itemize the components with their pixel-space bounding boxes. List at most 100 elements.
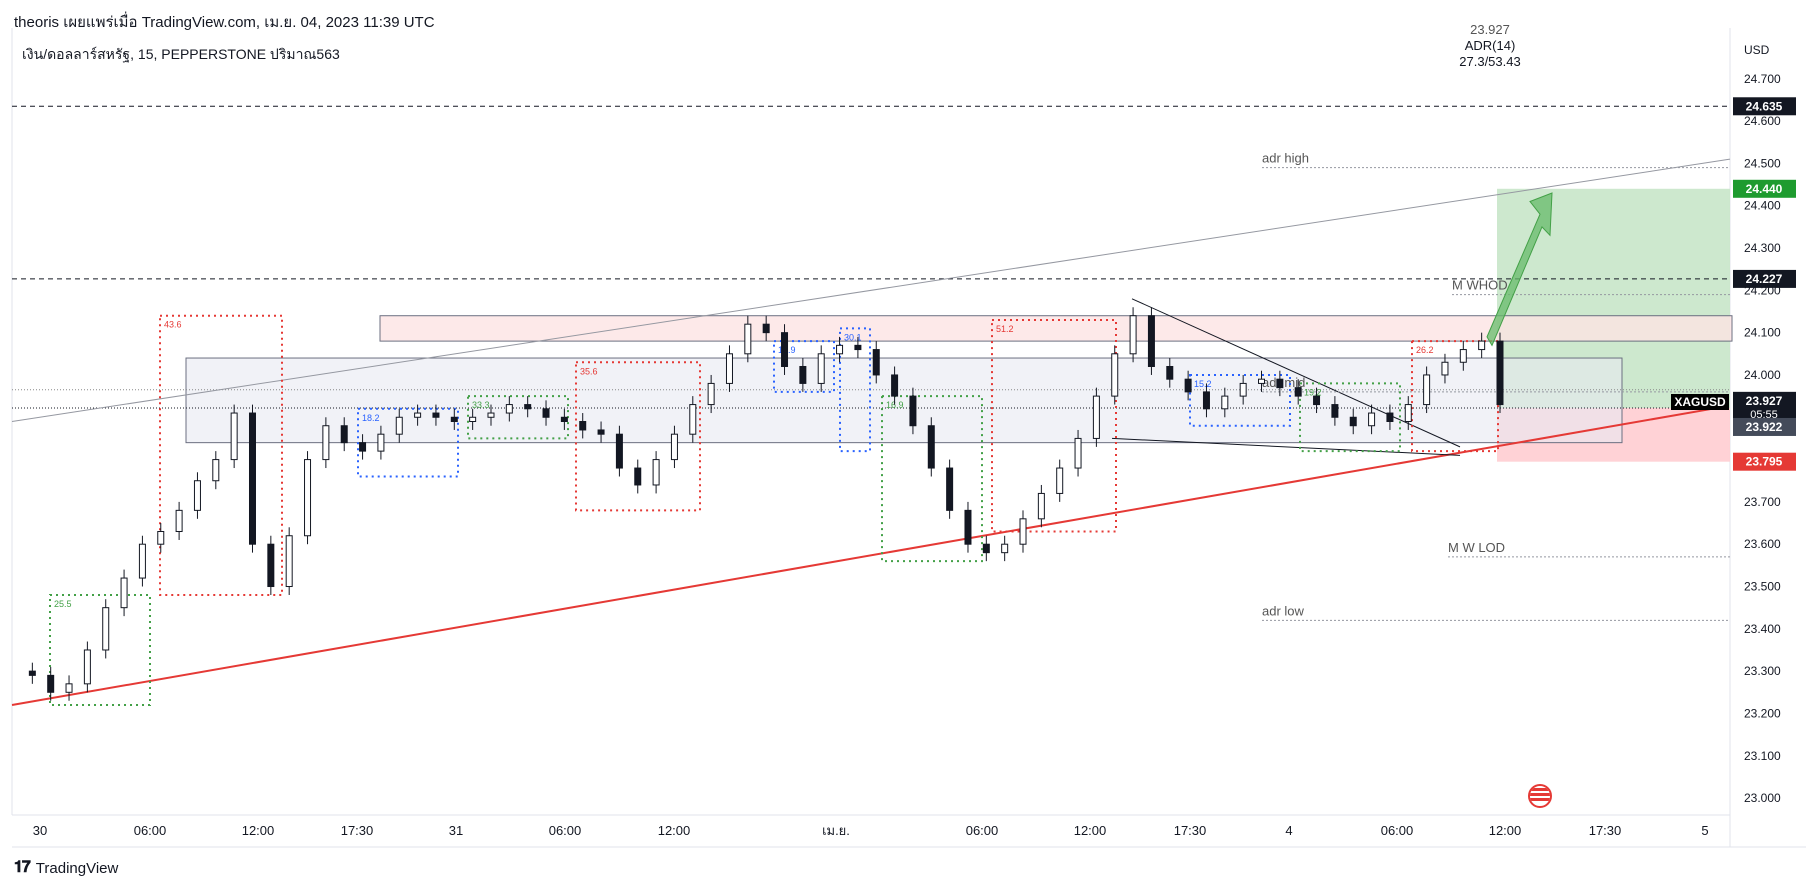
price-label-text: 24.227 — [1746, 272, 1783, 286]
session-box-label: 30.1 — [844, 332, 862, 342]
session-box-label: 35.6 — [580, 366, 598, 376]
y-tick-label: 24.700 — [1744, 72, 1781, 86]
symbol-info[interactable]: เงิน/ดอลลาร์สหรัฐ, 15, PEPPERSTONE ปริมา… — [22, 46, 340, 62]
candle-body — [1221, 395, 1229, 410]
candle-body — [359, 442, 367, 452]
x-tick-label: 06:00 — [966, 823, 999, 838]
x-tick-label: 12:00 — [658, 823, 691, 838]
candle-body — [982, 543, 990, 554]
candle-body — [230, 412, 238, 461]
candle-body — [1166, 365, 1174, 380]
range-box — [185, 357, 1623, 444]
y-tick-label: 23.500 — [1744, 580, 1781, 594]
candle-body — [762, 323, 770, 334]
candle-body — [212, 459, 220, 482]
candle-body — [817, 353, 825, 384]
candle-body — [65, 683, 73, 693]
session-box-label: 15.2 — [1194, 379, 1212, 389]
candle-body — [1276, 378, 1284, 389]
y-tick-label: 23.000 — [1744, 791, 1781, 805]
y-tick-label: 23.600 — [1744, 537, 1781, 551]
x-tick-label: 12:00 — [242, 823, 275, 838]
candle-body — [1147, 315, 1155, 367]
candle-body — [799, 365, 807, 384]
level-annotation: adr mid — [1262, 375, 1305, 390]
footer-brand[interactable]: 𝟏𝟕 TradingView — [14, 859, 118, 877]
candle-body — [652, 459, 660, 486]
candle-body — [175, 509, 183, 533]
candle-body — [927, 425, 935, 469]
session-box — [575, 361, 701, 512]
candle-body — [322, 425, 330, 461]
session-box — [991, 318, 1117, 533]
x-tick-label: 12:00 — [1074, 823, 1107, 838]
candle-body — [1111, 353, 1119, 397]
y-tick-label: 23.400 — [1744, 622, 1781, 636]
candle-body — [487, 412, 495, 418]
x-tick-label: 17:30 — [1589, 823, 1622, 838]
candle-body — [505, 404, 513, 414]
y-tick-label: 24.100 — [1744, 326, 1781, 340]
price-label-box — [1733, 269, 1796, 288]
candle-body — [634, 467, 642, 486]
candle-body — [432, 412, 440, 418]
candle-body — [836, 344, 844, 355]
candle-body — [469, 416, 477, 423]
wedge-bottom-line — [1111, 437, 1461, 456]
candle-body — [120, 577, 128, 609]
price-label-text: 23.795 — [1746, 455, 1783, 469]
session-box-label: 33.3 — [472, 400, 490, 410]
candle-body — [689, 404, 697, 435]
candle-body — [1386, 412, 1394, 422]
session-box-label: 43.6 — [164, 320, 182, 330]
candle-body — [28, 670, 36, 676]
session-box — [357, 407, 459, 478]
price-label-box — [1733, 417, 1796, 436]
adr-value: 27.3/53.43 — [1459, 54, 1521, 69]
candle-body — [1001, 543, 1009, 554]
candle-body — [1037, 492, 1045, 520]
candle-body — [964, 509, 972, 545]
candle-body — [891, 374, 899, 397]
session-box — [1411, 340, 1499, 453]
session-box-label: 51.2 — [996, 324, 1014, 334]
candle-body — [267, 543, 275, 588]
support-trendline — [11, 407, 1713, 706]
candle-body — [1074, 437, 1082, 469]
y-tick-label: 23.300 — [1744, 664, 1781, 678]
candle-body — [744, 323, 752, 355]
x-tick-label: 17:30 — [1174, 823, 1207, 838]
candle-body — [1459, 349, 1467, 363]
upper-channel-line — [11, 158, 1731, 422]
y-tick-label: 24.000 — [1744, 368, 1781, 382]
candle-body — [725, 353, 733, 384]
candle-body — [597, 429, 605, 435]
brand-name: TradingView — [35, 859, 119, 877]
x-tick-label: 31 — [449, 823, 463, 838]
x-tick-label: 17:30 — [341, 823, 374, 838]
target-arrow-icon — [1486, 192, 1553, 347]
publish-info: theoris เผยแพร่เมื่อ TradingView.com, เม… — [14, 14, 435, 31]
x-tick-label: 12:00 — [1489, 823, 1522, 838]
candle-body — [304, 459, 312, 537]
session-box-label: 16.9 — [886, 400, 904, 410]
candle-body — [1349, 416, 1357, 427]
candle-body — [579, 421, 587, 431]
x-tick-label: 06:00 — [134, 823, 167, 838]
us-flag-icon[interactable] — [1528, 784, 1552, 808]
candle-body — [1019, 518, 1027, 545]
candle-body — [1184, 378, 1192, 393]
y-tick-label: 23.200 — [1744, 706, 1781, 720]
candle-body — [1368, 412, 1376, 427]
level-annotation: adr high — [1262, 151, 1309, 166]
level-annotation: M WHOD — [1452, 278, 1508, 293]
candle-body — [1056, 467, 1064, 494]
candle-body — [1313, 395, 1321, 406]
currency-label: USD — [1744, 43, 1770, 57]
candle-body — [1294, 387, 1302, 397]
candle-body — [102, 607, 110, 651]
candle-body — [781, 332, 789, 367]
candle-body — [560, 416, 568, 423]
tradingview-logo-icon: 𝟏𝟕 — [14, 859, 31, 876]
